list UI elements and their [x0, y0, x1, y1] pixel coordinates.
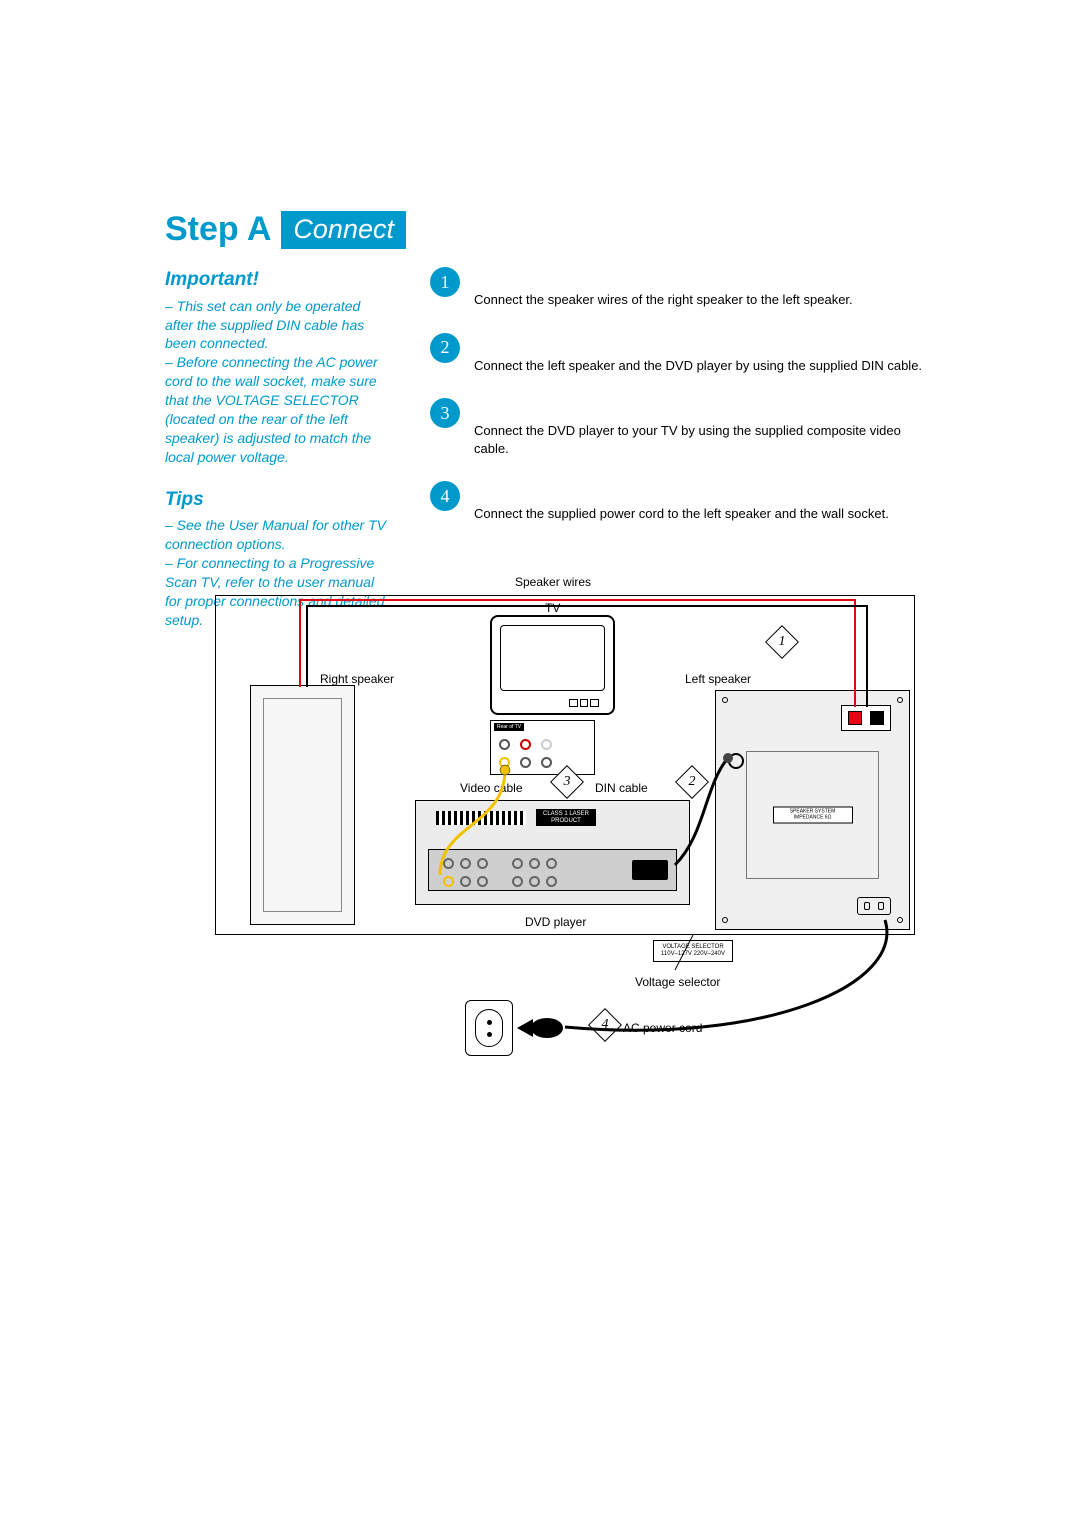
label-video-cable: Video cable: [460, 781, 523, 795]
step-number-circle: 4: [430, 481, 460, 511]
tv-buttons: [569, 699, 599, 707]
caution-stripe: [436, 811, 526, 825]
label-right-speaker: Right speaker: [320, 672, 394, 686]
step-heading: Step A Connect: [165, 210, 925, 249]
voltage-selector-panel: VOLTAGE SELECTOR 110V–127V 220V–240V: [653, 940, 733, 962]
marker-num: 3: [556, 771, 578, 793]
marker-num: 2: [681, 771, 703, 793]
step-text: Connect the speaker wires of the right s…: [474, 267, 853, 309]
label-ac-power-cord: AC power cord: [623, 1021, 702, 1035]
step-number-circle: 1: [430, 267, 460, 297]
step-row: 3 Connect the DVD player to your TV by u…: [430, 398, 925, 457]
label-din-cable: DIN cable: [595, 781, 648, 795]
label-left-speaker: Left speaker: [685, 672, 751, 686]
tips-title: Tips: [165, 487, 390, 513]
step-text: Connect the left speaker and the DVD pla…: [474, 333, 922, 375]
step-number-circle: 2: [430, 333, 460, 363]
marker-num: 1: [771, 631, 793, 653]
step-text: Connect the DVD player to your TV by usi…: [474, 398, 925, 457]
plug-icon: [515, 1013, 575, 1043]
class1-laser-label: CLASS 1 LASER PRODUCT: [536, 809, 596, 826]
left-speaker-box: SPEAKER SYSTEM IMPEDANCE 6Ω: [715, 690, 910, 930]
step-row: 4 Connect the supplied power cord to the…: [430, 481, 925, 523]
tv-port-row: [499, 757, 552, 768]
step-number-circle: 3: [430, 398, 460, 428]
important-title: Important!: [165, 267, 390, 293]
label-tv: TV: [545, 601, 560, 615]
diagram-marker-4: 4: [588, 1008, 622, 1042]
tv-rear-panel: Rear of TV: [490, 720, 595, 775]
step-a-label: Step A: [165, 210, 271, 249]
tv-box: [490, 615, 615, 715]
label-voltage-selector: Voltage selector: [635, 975, 720, 989]
ac-inlet: [857, 897, 891, 915]
connection-diagram: Rear of TV SPEAKER SYSTEM IMPEDANCE 6Ω: [205, 575, 925, 1055]
important-item: – Before connecting the AC power cord to…: [165, 353, 390, 466]
speaker-terminals: [841, 705, 891, 731]
rear-of-tv-label: Rear of TV: [494, 723, 524, 731]
connect-box-label: Connect: [281, 211, 406, 249]
wall-outlet: [465, 1000, 513, 1056]
speaker-backplate: SPEAKER SYSTEM IMPEDANCE 6Ω: [746, 751, 879, 879]
speaker-system-label: SPEAKER SYSTEM IMPEDANCE 6Ω: [773, 807, 853, 824]
dvd-din-port: [632, 860, 668, 880]
important-item: – This set can only be operated after th…: [165, 297, 390, 354]
tv-screen: [500, 625, 605, 691]
label-speaker-wires: Speaker wires: [515, 575, 591, 589]
step-row: 1 Connect the speaker wires of the right…: [430, 267, 925, 309]
step-row: 2 Connect the left speaker and the DVD p…: [430, 333, 925, 375]
dvd-player-box: CLASS 1 LASER PRODUCT: [415, 800, 690, 905]
dvd-port-strip: [428, 849, 677, 891]
outlet-socket: [475, 1009, 503, 1047]
speaker-inner: [263, 698, 342, 912]
step-text: Connect the supplied power cord to the l…: [474, 481, 889, 523]
page-content: Step A Connect Important! – This set can…: [165, 210, 925, 630]
right-speaker-box: [250, 685, 355, 925]
marker-num: 4: [594, 1014, 616, 1036]
tips-item: – See the User Manual for other TV conne…: [165, 516, 390, 554]
label-dvd-player: DVD player: [525, 915, 586, 929]
tv-port-row: [499, 739, 552, 750]
din-socket: [728, 753, 744, 769]
